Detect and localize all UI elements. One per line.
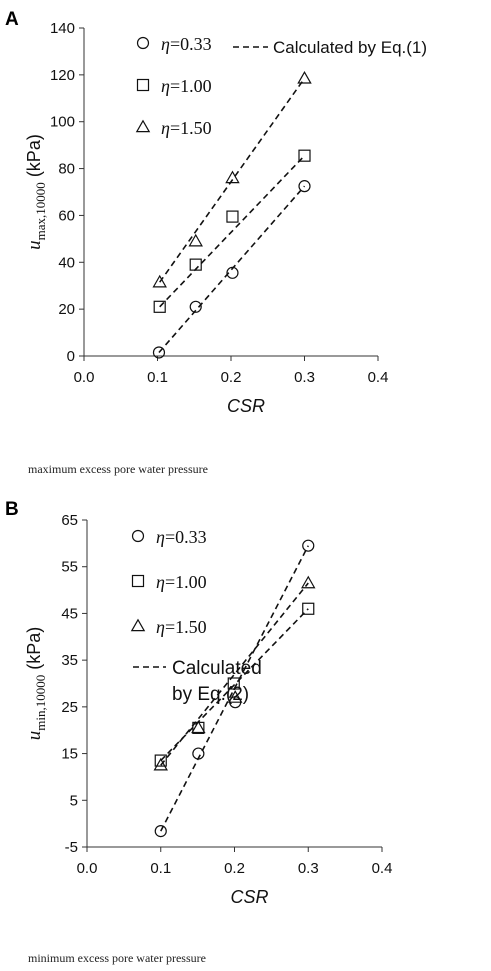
caption-a: maximum excess pore water pressure	[28, 462, 208, 476]
a-point-triangle	[188, 233, 203, 247]
a-x-tick-label: 0.1	[147, 369, 168, 386]
b-point-square	[302, 602, 315, 615]
b-y-tick-label: 5	[70, 792, 78, 809]
a-x-tick-label: 0.2	[221, 369, 242, 386]
b-fit-line-square	[160, 608, 309, 762]
panel-b: B 0.0 0.1 0.2 0.3 0.4 -5 5 15 25 35 45 55 65 CSR umin,1…	[0, 490, 491, 970]
a-point-square	[226, 210, 239, 223]
b-point-triangle	[153, 757, 168, 771]
b-legend-marker-square	[131, 574, 145, 588]
a-x-axis-label: CSR	[227, 396, 265, 416]
b-point-triangle	[301, 575, 316, 589]
a-legend-text: η=1.00	[161, 76, 212, 96]
a-y-tick-label: 60	[58, 207, 75, 224]
a-y-tick-label: 0	[67, 348, 75, 365]
a-x-tick-label: 0.3	[294, 369, 315, 386]
a-fit-line-square	[159, 155, 306, 308]
a-point-square	[298, 149, 311, 162]
b-x-tick-label: 0.3	[298, 860, 319, 877]
b-y-axis-label: umin,10000 (kPa)	[24, 627, 48, 741]
a-point-circle	[298, 180, 311, 193]
a-fit-line-triangle	[159, 77, 306, 283]
b-legend-marker-circle	[131, 529, 145, 543]
a-panel-label: A	[5, 9, 19, 30]
b-y-tick-label: 35	[61, 652, 78, 669]
b-point-circle	[154, 825, 167, 838]
b-point-triangle	[191, 720, 206, 734]
a-legend-marker-triangle	[135, 119, 151, 133]
chart-a: A 0.0 0.1 0.2 0.3 0.4 0 20 40 60 80 100 120 140 CSR uma…	[5, 9, 427, 416]
a-y-tick-label: 40	[58, 254, 75, 271]
b-x-tick-label: 0.1	[150, 860, 171, 877]
a-point-triangle	[297, 70, 312, 84]
a-y-tick-label: 20	[58, 301, 75, 318]
b-legend-text: η=1.00	[156, 572, 207, 592]
a-y-tick-label: 80	[58, 161, 75, 178]
b-y-tick-label: 45	[61, 605, 78, 622]
a-fit-line-circle	[158, 185, 306, 354]
b-fit-legend-text-0: Calculated	[172, 658, 262, 679]
b-point-circle	[192, 747, 205, 760]
b-fit-legend-text-1: by Eq.(2)	[172, 684, 249, 705]
a-fit-legend-text: Calculated by Eq.(1)	[273, 38, 427, 57]
panel-a: A 0.0 0.1 0.2 0.3 0.4 0 20 40 60 80 100 120 140 CSR uma…	[0, 0, 491, 480]
b-x-axis-label: CSR	[230, 887, 268, 907]
b-legend-marker-triangle	[130, 618, 146, 632]
b-x-tick-label: 0.0	[77, 860, 98, 877]
b-y-tick-label: 15	[61, 746, 78, 763]
b-y-tick-label: 65	[61, 512, 78, 529]
b-x-tick-label: 0.4	[372, 860, 393, 877]
a-point-square	[189, 258, 202, 271]
b-point-triangle	[228, 690, 243, 703]
b-legend-text: η=1.50	[156, 617, 207, 637]
a-legend-marker-square	[136, 78, 150, 92]
a-point-circle	[226, 266, 239, 279]
a-point-triangle	[225, 170, 240, 184]
a-point-circle	[152, 346, 166, 359]
a-legend-text: η=0.33	[161, 34, 212, 54]
a-x-tick-label: 0.0	[74, 369, 95, 386]
a-y-tick-label: 100	[50, 114, 75, 131]
b-legend-text: η=0.33	[156, 527, 207, 547]
a-x-tick-label: 0.4	[368, 369, 389, 386]
b-x-tick-label: 0.2	[224, 860, 245, 877]
caption-b: minimum excess pore water pressure	[28, 951, 206, 965]
a-point-triangle	[152, 274, 167, 288]
chart-b: B 0.0 0.1 0.2 0.3 0.4 -5 5 15 25 35 45 55 65 CSR umin,1…	[5, 499, 393, 907]
b-fit-line-triangle	[160, 582, 309, 766]
a-point-square	[153, 300, 166, 313]
b-point-square	[227, 677, 240, 690]
b-y-tick-label: -5	[65, 839, 78, 856]
b-y-tick-label: 55	[61, 559, 78, 576]
b-point-square	[154, 754, 167, 767]
a-point-circle	[189, 300, 202, 313]
a-legend-marker-circle	[136, 36, 150, 50]
a-y-axis-label: umax,10000 (kPa)	[24, 134, 48, 250]
b-point-circle	[302, 539, 315, 552]
a-y-tick-label: 140	[50, 20, 75, 37]
a-y-tick-label: 120	[50, 67, 75, 84]
b-y-tick-label: 25	[61, 699, 78, 716]
b-panel-label: B	[5, 499, 19, 520]
a-legend-text: η=1.50	[161, 118, 212, 138]
